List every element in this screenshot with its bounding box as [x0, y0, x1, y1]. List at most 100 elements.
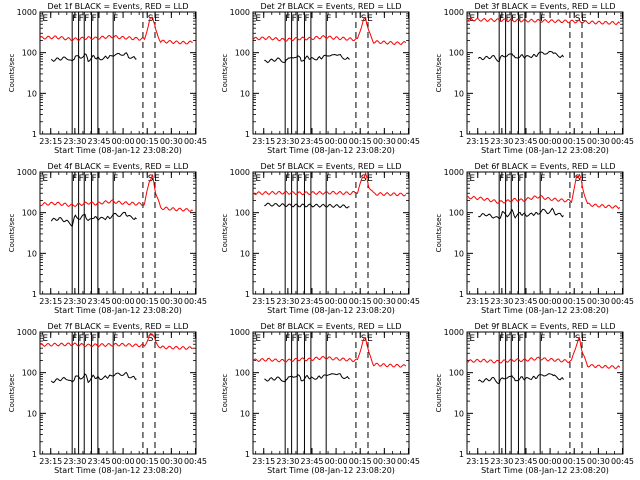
- y-tick-label: 1: [459, 130, 464, 139]
- plot-frame: [466, 171, 624, 295]
- x-axis-label: Start Time (08-Jan-12 23:08:20): [54, 306, 182, 315]
- y-axis-label: Counts/sec: [221, 374, 229, 413]
- x-tick-label: 00:15: [349, 457, 372, 466]
- x-tick-label: 00:30: [587, 297, 610, 306]
- flag-label: F: [499, 334, 504, 344]
- flag-label: F: [285, 14, 290, 24]
- x-tick-label: 00:30: [160, 297, 183, 306]
- x-tick-label: 00:00: [112, 457, 135, 466]
- x-tick-label: 00:00: [539, 137, 562, 146]
- x-tick-label: 23:45: [514, 297, 537, 306]
- y-axis-label: Counts/sec: [8, 54, 16, 93]
- x-tick-label: 23:15: [466, 297, 489, 306]
- flag-label: F: [113, 174, 118, 184]
- y-axis-label: Counts/sec: [221, 214, 229, 253]
- flag-label: E: [255, 14, 261, 24]
- y-tick-label: 10: [454, 249, 464, 258]
- x-tick-label: 00:00: [325, 137, 348, 146]
- panel-det-5: Det 5f BLACK = Events, RED = LLD 1 10 100 10…: [221, 162, 420, 315]
- x-tick-label: 00:15: [136, 457, 159, 466]
- flag-label: F: [72, 334, 77, 344]
- x-tick-label: 00:15: [349, 297, 372, 306]
- y-tick-label: 1000: [230, 8, 250, 17]
- x-tick-label: 23:30: [490, 297, 513, 306]
- y-tick-label: 10: [454, 409, 464, 418]
- lld-series-line: [252, 337, 407, 368]
- flag-label: E: [581, 174, 587, 184]
- x-tick-label: 00:00: [112, 297, 135, 306]
- lld-series-line: [466, 173, 621, 210]
- y-axis-label: Counts/sec: [435, 214, 443, 253]
- flag-label: F: [72, 174, 77, 184]
- x-tick-label: 00:00: [325, 297, 348, 306]
- panel-det-2: Det 2f BLACK = Events, RED = LLD 1 10 100 10…: [221, 2, 420, 155]
- flag-label: S: [148, 334, 154, 344]
- x-axis-label: Start Time (08-Jan-12 23:08:20): [54, 146, 182, 155]
- events-series-line: [50, 211, 137, 228]
- y-tick-label: 1: [245, 450, 250, 459]
- y-tick-label: 100: [449, 209, 464, 218]
- flag-label: F: [84, 14, 89, 24]
- x-tick-label: 23:30: [490, 137, 513, 146]
- y-axis-label: Counts/sec: [435, 374, 443, 413]
- flag-label: S: [148, 14, 154, 24]
- flag-label: F: [518, 334, 523, 344]
- x-tick-label: 23:45: [87, 137, 110, 146]
- flag-label: F: [326, 334, 331, 344]
- x-tick-label: 00:15: [349, 137, 372, 146]
- x-tick-label: 00:00: [539, 297, 562, 306]
- flag-label: S: [575, 14, 581, 24]
- flag-label: F: [518, 14, 523, 24]
- y-tick-label: 1000: [17, 8, 37, 17]
- flag-label: F: [506, 174, 511, 184]
- x-tick-label: 23:30: [276, 297, 299, 306]
- flag-label: E: [367, 14, 373, 24]
- flag-label: E: [42, 174, 48, 184]
- lld-series-line: [466, 17, 621, 25]
- events-series-line: [478, 207, 564, 220]
- panel-title: Det 9f BLACK = Events, RED = LLD: [474, 322, 615, 331]
- x-tick-label: 23:15: [252, 297, 275, 306]
- panel-title: Det 5f BLACK = Events, RED = LLD: [260, 162, 401, 171]
- flag-label: F: [511, 14, 516, 24]
- flag-label: E: [367, 174, 373, 184]
- panel-title: Det 2f BLACK = Events, RED = LLD: [260, 2, 401, 11]
- flag-label: F: [292, 334, 297, 344]
- x-axis-label: Start Time (08-Jan-12 23:08:20): [481, 146, 609, 155]
- x-tick-label: 00:45: [397, 297, 420, 306]
- y-tick-label: 1: [32, 130, 37, 139]
- x-tick-label: 00:45: [184, 297, 207, 306]
- y-tick-label: 100: [449, 49, 464, 58]
- x-tick-label: 23:45: [514, 137, 537, 146]
- x-tick-label: 00:45: [611, 297, 634, 306]
- flag-label: E: [581, 334, 587, 344]
- flag-label: E: [154, 174, 160, 184]
- flag-label: F: [285, 174, 290, 184]
- x-axis-label: Start Time (08-Jan-12 23:08:20): [267, 146, 395, 155]
- panel-title: Det 3f BLACK = Events, RED = LLD: [474, 2, 615, 11]
- flag-label: F: [113, 14, 118, 24]
- x-tick-label: 00:30: [373, 457, 396, 466]
- x-tick-label: 00:15: [563, 297, 586, 306]
- flag-label: F: [297, 174, 302, 184]
- x-tick-label: 23:30: [490, 457, 513, 466]
- events-series-line: [477, 373, 564, 385]
- plot-frame: [39, 11, 197, 135]
- y-tick-label: 100: [22, 369, 37, 378]
- flag-label: F: [511, 174, 516, 184]
- flag-label: E: [469, 334, 475, 344]
- flag-label: F: [91, 14, 96, 24]
- flag-label: F: [540, 14, 545, 24]
- events-series-line: [50, 52, 137, 63]
- panel-det-4: Det 4f BLACK = Events, RED = LLD 1 10 100 10…: [8, 162, 207, 315]
- flag-label: S: [575, 334, 581, 344]
- y-tick-label: 10: [240, 249, 250, 258]
- x-tick-label: 00:45: [184, 137, 207, 146]
- x-tick-label: 00:45: [184, 457, 207, 466]
- y-axis-label: Counts/sec: [8, 374, 16, 413]
- flag-label: E: [255, 334, 261, 344]
- x-tick-label: 23:30: [63, 137, 86, 146]
- flag-label: F: [540, 174, 545, 184]
- flag-label: F: [506, 334, 511, 344]
